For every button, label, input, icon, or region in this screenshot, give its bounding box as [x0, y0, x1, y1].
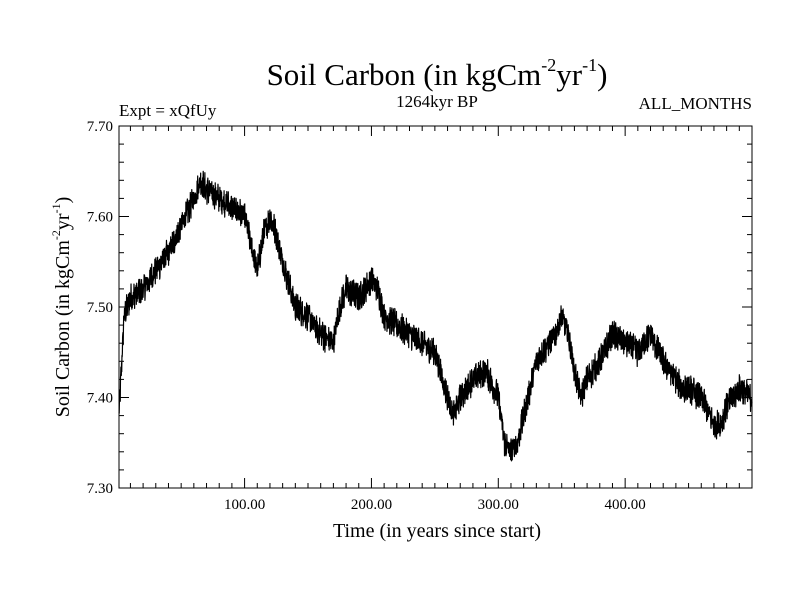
x-tick-label: 200.00: [351, 497, 392, 513]
y-axis: 7.30 7.40 7.50 7.60 7.70: [87, 119, 752, 497]
y-tick-label: 7.70: [87, 119, 113, 135]
y-tick-label: 7.50: [87, 300, 113, 316]
x-tick-label: 400.00: [605, 497, 646, 513]
x-tick-label: 300.00: [478, 497, 519, 513]
soil-carbon-series-line: [118, 170, 753, 462]
time-label: 1264kyr BP: [396, 92, 478, 111]
chart-title: Soil Carbon (in kgCm-2yr-1): [267, 55, 608, 92]
y-tick-label: 7.60: [87, 210, 113, 226]
y-tick-label: 7.30: [87, 481, 113, 497]
months-label: ALL_MONTHS: [639, 94, 752, 113]
y-tick-label: 7.40: [87, 391, 113, 407]
x-axis-label: Time (in years since start): [333, 520, 541, 542]
y-axis-label: Soil Carbon (in kgCm-2yr-1): [49, 197, 74, 418]
series-layer: [118, 170, 753, 462]
x-axis: 100.00 200.00 300.00 400.00: [129, 126, 740, 513]
experiment-label: Expt = xQfUy: [119, 101, 217, 120]
x-tick-label: 100.00: [224, 497, 265, 513]
plot-frame: [118, 125, 753, 489]
